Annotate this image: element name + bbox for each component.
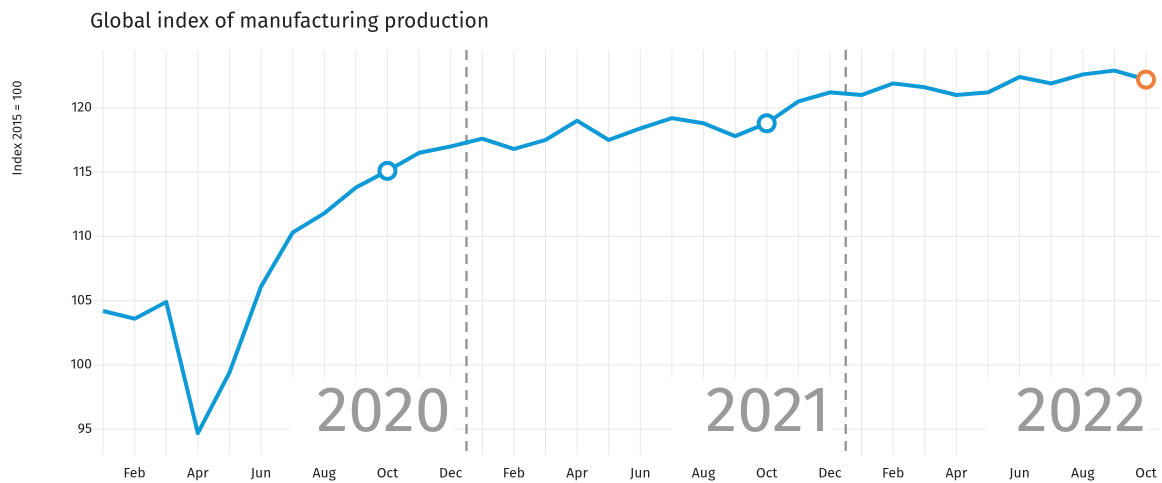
highlight-point [377,160,398,181]
year-label: 2021 [706,371,830,448]
y-axis-label: Index 2015 = 100 [10,81,25,176]
line [102,68,1147,436]
y-tick-label: 95 [78,420,92,437]
year-label-bg [290,378,453,455]
year-label-bg [669,378,832,455]
x-tick-label: Oct [377,465,399,482]
x-tick-label: Aug [692,465,716,482]
x-tick-label: Feb [882,465,904,482]
x-tick-label: Oct [756,465,778,482]
x-tick-label: Apr [945,465,967,482]
x-tick-label: Jun [630,465,651,482]
y-tick-label: 110 [72,227,92,244]
highlight-point [1136,69,1156,90]
x-tick-label: Jun [251,465,272,482]
y-tick-label: 120 [71,99,92,116]
x-tick-label: Oct [1135,465,1157,482]
year-label: 2022 [1016,371,1146,448]
x-tick-label: Apr [566,465,588,482]
y-tick-label: 115 [73,163,92,180]
x-tick-label: Aug [1071,465,1095,482]
highlight-point [756,113,777,134]
x-tick-label: Apr [187,465,209,482]
x-tick-label: Jun [1009,465,1030,482]
x-tick-label: Feb [503,465,525,482]
year-label: 2020 [317,371,451,448]
x-tick-label: Dec [818,465,842,482]
y-tick-label: 100 [70,356,92,373]
x-tick-label: Dec [439,465,463,482]
x-tick-label: Feb [123,465,145,482]
chart-title: Global index of manufacturing production [90,8,489,34]
year-label-bg [986,378,1148,455]
x-tick-label: Aug [313,465,337,482]
y-tick-label: 105 [71,291,92,308]
